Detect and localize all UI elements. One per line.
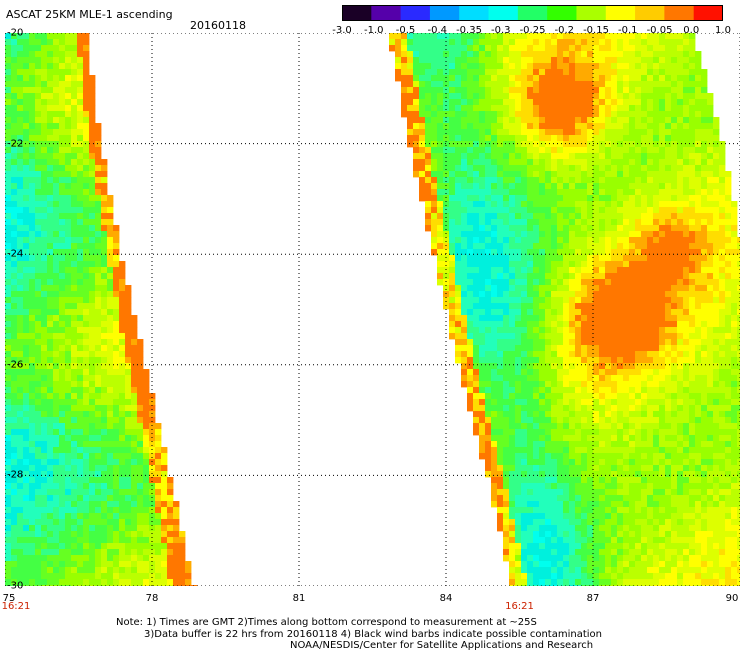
map-date: 20160118 <box>190 19 246 32</box>
colorbar-swatch <box>518 5 548 21</box>
colorbar-swatch <box>547 5 577 21</box>
colorbar-swatch <box>371 5 401 21</box>
colorbar <box>342 5 723 21</box>
note-line-1: Note: 1) Times are GMT 2)Times along bot… <box>116 617 537 628</box>
time-mark: 16:21 <box>505 601 534 612</box>
colorbar-swatch <box>694 5 723 21</box>
colorbar-swatch <box>606 5 636 21</box>
map-panel <box>5 33 740 586</box>
longitude-label: 78 <box>146 593 159 604</box>
note-line-3: NOAA/NESDIS/Center for Satellite Applica… <box>290 640 593 651</box>
latitude-label: -28 <box>7 470 23 481</box>
time-mark: 16:21 <box>2 601 31 612</box>
colorbar-swatch <box>459 5 489 21</box>
colorbar-swatch <box>576 5 606 21</box>
longitude-label: 90 <box>726 593 739 604</box>
colorbar-swatch <box>635 5 665 21</box>
colorbar-swatch <box>664 5 694 21</box>
map-title: ASCAT 25KM MLE-1 ascending <box>6 8 173 21</box>
longitude-label: 87 <box>587 593 600 604</box>
longitude-label: 84 <box>440 593 453 604</box>
colorbar-swatch <box>430 5 460 21</box>
note-line-2: 3)Data buffer is 22 hrs from 20160118 4)… <box>144 629 602 640</box>
latitude-label: -24 <box>7 249 23 260</box>
longitude-label: 81 <box>293 593 306 604</box>
latitude-label: -26 <box>7 359 23 370</box>
colorbar-swatch <box>342 5 372 21</box>
latitude-label: -30 <box>7 581 23 592</box>
colorbar-swatch <box>489 5 519 21</box>
wind-cells <box>5 33 740 586</box>
colorbar-swatch <box>401 5 431 21</box>
latitude-label: -22 <box>7 138 23 149</box>
latitude-label: -20 <box>7 28 23 39</box>
